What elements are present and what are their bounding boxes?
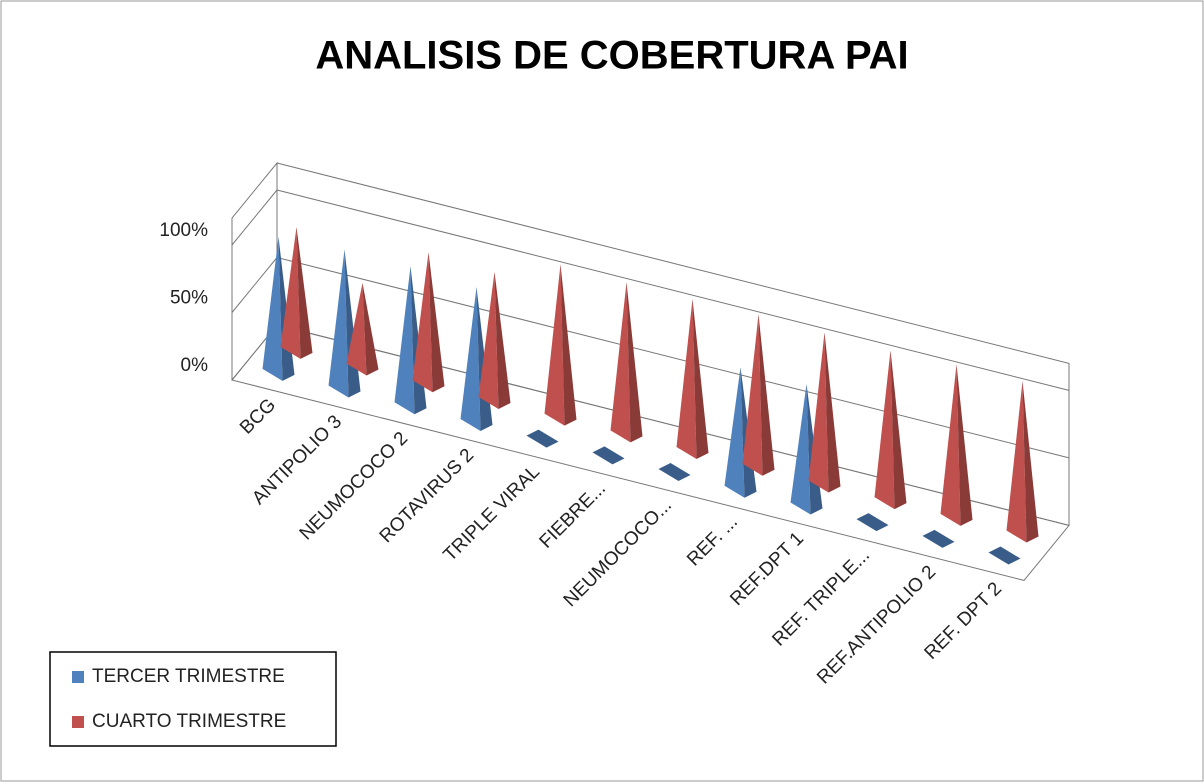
pyramid xyxy=(658,463,691,482)
pyramid xyxy=(478,271,511,409)
pyramid-base xyxy=(988,546,1021,565)
pyramid xyxy=(610,282,643,443)
pyramid xyxy=(544,264,577,426)
legend-label: TERCER TRIMESTRE xyxy=(92,666,285,687)
pyramid xyxy=(526,429,559,448)
legend-box xyxy=(49,651,337,747)
pyramid-face xyxy=(544,264,565,426)
y-tick-label: 50% xyxy=(170,288,208,309)
pyramid-face xyxy=(346,282,367,376)
pyramid-base xyxy=(658,463,691,482)
pyramid xyxy=(592,446,625,465)
pyramid-face xyxy=(262,236,283,381)
y-tick-label: 0% xyxy=(181,355,209,376)
grid-line xyxy=(231,257,278,313)
pyramid-face xyxy=(874,350,895,510)
pyramid-face xyxy=(560,264,577,426)
pyramid xyxy=(808,332,841,493)
pyramid xyxy=(874,350,907,510)
pyramid-face xyxy=(790,383,811,515)
pyramid-face xyxy=(460,286,481,431)
pyramid-base xyxy=(526,429,559,448)
pyramid-face xyxy=(494,271,511,409)
pyramid xyxy=(742,314,775,476)
pyramid-base xyxy=(856,513,889,532)
pyramid-face xyxy=(824,332,841,493)
side-wall xyxy=(231,161,278,380)
grid-line xyxy=(276,189,1070,391)
pyramid-base xyxy=(922,529,955,548)
pyramid-face xyxy=(626,282,643,443)
pyramid-face xyxy=(1022,381,1039,543)
pyramid xyxy=(676,298,709,460)
pyramid xyxy=(922,529,955,548)
pyramid xyxy=(412,252,445,393)
pyramid-face xyxy=(808,332,829,493)
pyramid-face xyxy=(956,364,973,526)
pyramid-face xyxy=(1006,381,1027,543)
pyramid-face xyxy=(362,282,379,376)
y-tick-label: 100% xyxy=(159,220,208,241)
grid-line xyxy=(231,189,278,246)
pyramid xyxy=(940,364,973,526)
chart-title: ANALISIS DE COBERTURA PAI xyxy=(315,34,908,78)
pyramid-face xyxy=(296,227,313,359)
pyramid-face xyxy=(692,298,709,460)
pyramid-face xyxy=(412,252,433,393)
pyramid xyxy=(346,282,379,376)
legend-swatch xyxy=(72,716,84,728)
pyramid-face xyxy=(478,271,499,409)
pyramid xyxy=(988,546,1021,565)
legend-label: CUARTO TRIMESTRE xyxy=(92,711,286,732)
pyramid-face xyxy=(940,364,961,526)
pyramid-face xyxy=(676,298,697,460)
pyramid-face xyxy=(890,350,907,510)
pyramid-face xyxy=(610,282,631,443)
pyramid-face xyxy=(428,252,445,393)
pyramid-face xyxy=(724,367,745,498)
pyramid xyxy=(856,513,889,532)
pyramid-face xyxy=(394,266,415,415)
pyramid xyxy=(1006,381,1039,543)
legend-swatch xyxy=(72,671,84,683)
pyramid-face xyxy=(280,227,301,359)
back-wall xyxy=(276,162,1070,526)
pyramid-face xyxy=(758,314,775,476)
pyramid-base xyxy=(592,446,625,465)
pyramid-face xyxy=(328,249,349,398)
pyramid xyxy=(280,227,313,359)
pyramid-face xyxy=(742,314,763,476)
